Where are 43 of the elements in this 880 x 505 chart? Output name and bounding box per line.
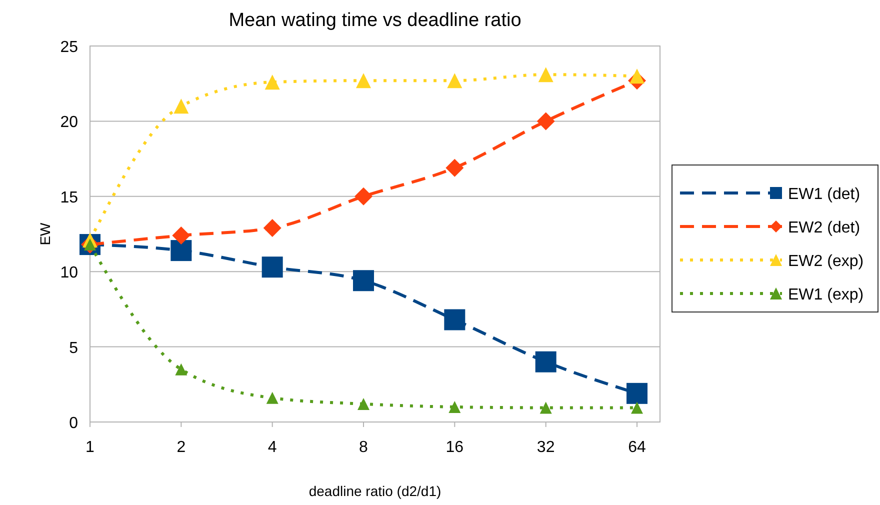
y-tick-label: 25 (60, 39, 78, 56)
x-axis-title: deadline ratio (d2/d1) (308, 483, 442, 499)
legend-label: EW1 (det) (788, 186, 860, 203)
point (448, 400, 461, 413)
point (264, 74, 280, 90)
point (630, 68, 644, 84)
point (631, 402, 643, 414)
point (626, 382, 648, 404)
legend-label: EW2 (det) (788, 220, 860, 236)
point (447, 73, 462, 88)
legend-label: EW1 (exp) (788, 286, 864, 304)
x-tick-label: 1 (86, 439, 95, 456)
x-tick-label: 8 (359, 439, 368, 456)
y-tick-label: 5 (69, 340, 78, 357)
point (172, 226, 190, 245)
legend-label: EW2 (exp) (788, 253, 864, 270)
y-tick-label: 15 (60, 189, 78, 206)
point (353, 270, 374, 292)
point (263, 218, 282, 237)
point (446, 158, 464, 177)
point (175, 363, 188, 376)
point (536, 112, 555, 130)
point (354, 187, 372, 206)
point (540, 402, 552, 414)
x-tick-label: 4 (268, 439, 277, 456)
point (356, 73, 371, 88)
point (444, 309, 466, 330)
y-tick-label: 0 (69, 415, 78, 432)
point (266, 392, 278, 404)
point (538, 67, 554, 82)
y-axis-title: EW (37, 222, 53, 246)
x-tick-label: 32 (536, 439, 555, 456)
chart-title: Mean wating time vs deadline ratio (228, 10, 522, 31)
y-tick-label: 10 (60, 264, 78, 282)
point (358, 398, 370, 410)
x-tick-label: 16 (446, 439, 464, 456)
point (535, 351, 556, 372)
x-tick-label: 2 (176, 439, 186, 456)
point (174, 98, 189, 114)
point (262, 256, 283, 278)
point (170, 240, 192, 262)
x-tick-label: 64 (628, 439, 646, 456)
y-tick-label: 20 (60, 114, 78, 132)
